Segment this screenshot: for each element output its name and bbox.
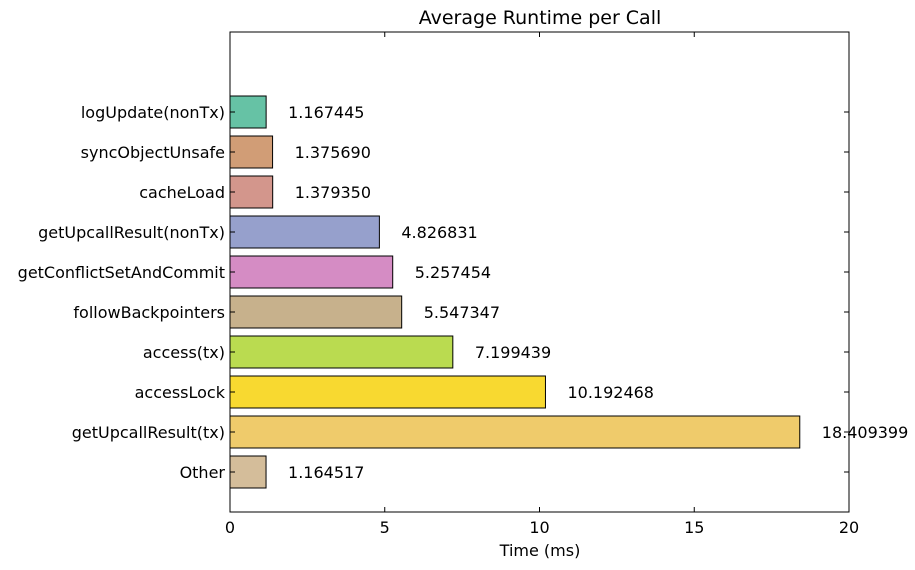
bar [229, 175, 274, 209]
category-label: cacheLoad [139, 183, 225, 202]
category-label: access(tx) [143, 343, 225, 362]
bar-value-label: 5.257454 [415, 263, 491, 282]
bar [229, 375, 546, 409]
category-label: followBackpointers [73, 303, 225, 322]
bar-value-label: 1.379350 [295, 183, 371, 202]
x-axis-title: Time (ms) [499, 541, 581, 560]
category-label: logUpdate(nonTx) [81, 103, 225, 122]
ticks-layer: 0 5 10 15 20 [225, 32, 859, 537]
bar-value-label: 1.167445 [288, 103, 364, 122]
bar [229, 95, 267, 129]
bars-layer [229, 95, 801, 489]
category-label: getUpcallResult(tx) [72, 423, 225, 442]
x-tick-label: 10 [529, 518, 549, 537]
chart-title: Average Runtime per Call [419, 7, 662, 29]
category-labels-layer: logUpdate(nonTx) syncObjectUnsafe cacheLoa… [18, 103, 226, 482]
x-tick-label: 5 [380, 518, 390, 537]
category-label: syncObjectUnsafe [81, 143, 225, 162]
category-label: accessLock [135, 383, 226, 402]
bar [229, 455, 267, 489]
bar [229, 335, 454, 369]
bar-value-label: 10.192468 [567, 383, 654, 402]
category-label: getUpcallResult(nonTx) [38, 223, 225, 242]
x-tick-label: 20 [839, 518, 859, 537]
bar [229, 215, 380, 249]
bar [229, 255, 394, 289]
bar-value-label: 18.409399 [822, 423, 909, 442]
bar-value-label: 4.826831 [401, 223, 477, 242]
bar-value-label: 7.199439 [475, 343, 551, 362]
category-label: getConflictSetAndCommit [18, 263, 225, 282]
x-tick-label: 15 [684, 518, 704, 537]
value-labels-layer: 1.167445 1.375690 1.379350 4.826831 5.257454… [288, 103, 908, 482]
plot-frame [229, 31, 850, 513]
bar [229, 135, 274, 169]
bar [229, 415, 801, 449]
bar-value-label: 5.547347 [424, 303, 500, 322]
x-tick-label: 0 [225, 518, 235, 537]
bar-value-label: 1.164517 [288, 463, 364, 482]
bar [229, 295, 403, 329]
bar-value-label: 1.375690 [295, 143, 371, 162]
category-label: Other [180, 463, 226, 482]
